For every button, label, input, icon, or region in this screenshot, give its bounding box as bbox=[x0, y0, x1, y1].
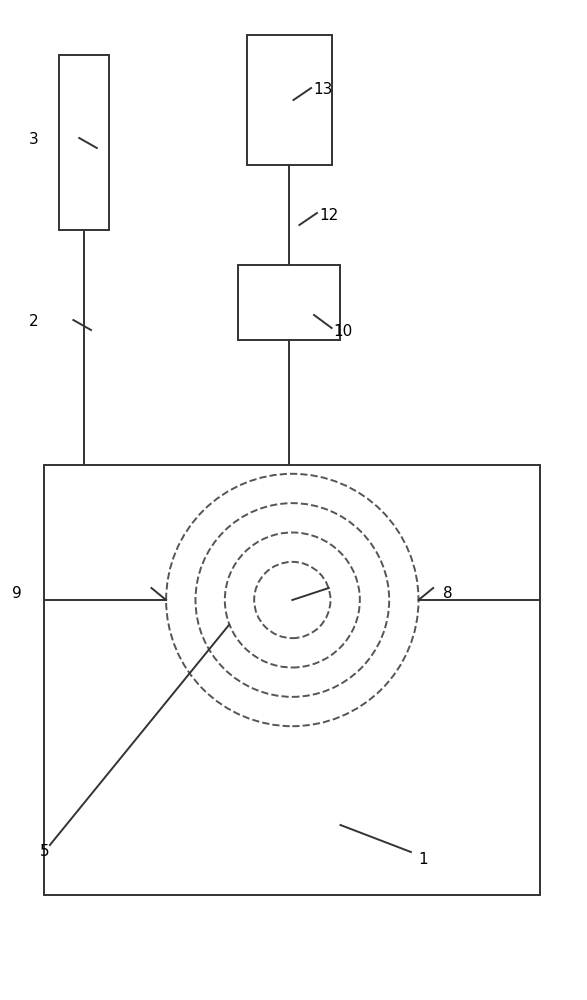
Text: 5: 5 bbox=[40, 844, 49, 859]
Bar bbox=[247, 35, 332, 165]
Text: 9: 9 bbox=[12, 586, 22, 601]
Text: 3: 3 bbox=[28, 132, 38, 147]
Bar bbox=[238, 265, 340, 340]
Text: 13: 13 bbox=[313, 83, 333, 98]
Bar bbox=[59, 55, 109, 230]
Text: 12: 12 bbox=[319, 208, 339, 223]
Text: 2: 2 bbox=[29, 314, 38, 330]
Text: 8: 8 bbox=[443, 586, 453, 601]
Text: 10: 10 bbox=[333, 324, 353, 340]
Bar bbox=[44, 465, 540, 895]
Text: 1: 1 bbox=[418, 852, 427, 867]
